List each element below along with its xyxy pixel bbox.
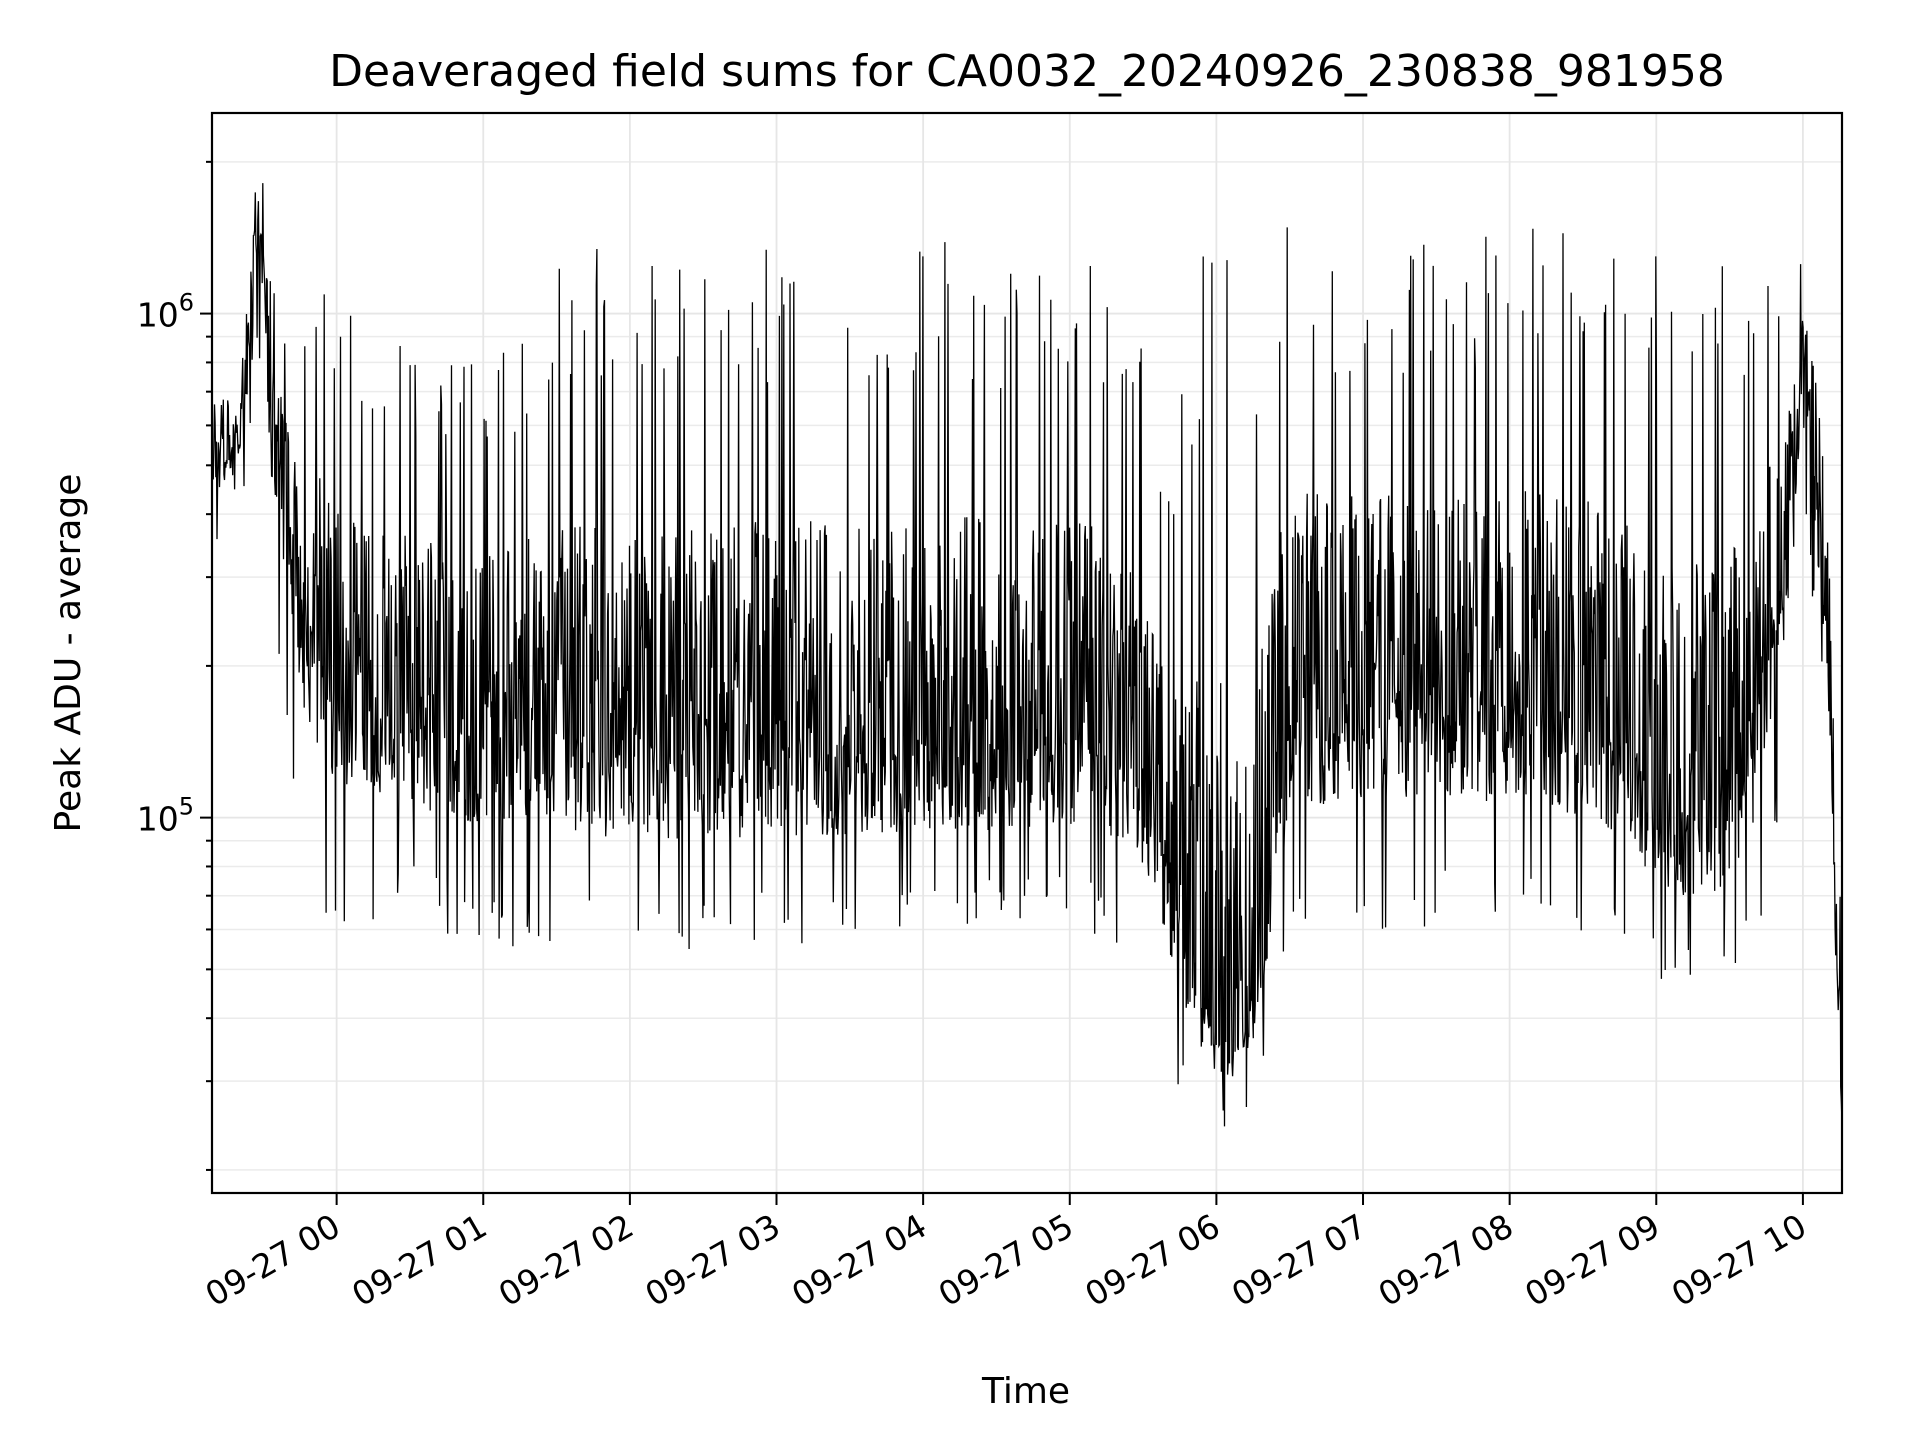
- x-axis-label: Time: [981, 1371, 1070, 1412]
- y-tick-label: 106: [137, 289, 194, 335]
- y-axis-label: Peak ADU - average: [48, 474, 89, 833]
- series-layer: [211, 183, 1843, 1127]
- y-tick-label: 105: [137, 793, 194, 839]
- series-line: [211, 183, 1843, 1127]
- chart-title: Deaveraged field sums for CA0032_2024092…: [329, 46, 1725, 97]
- plot-frame: [210, 111, 1844, 1195]
